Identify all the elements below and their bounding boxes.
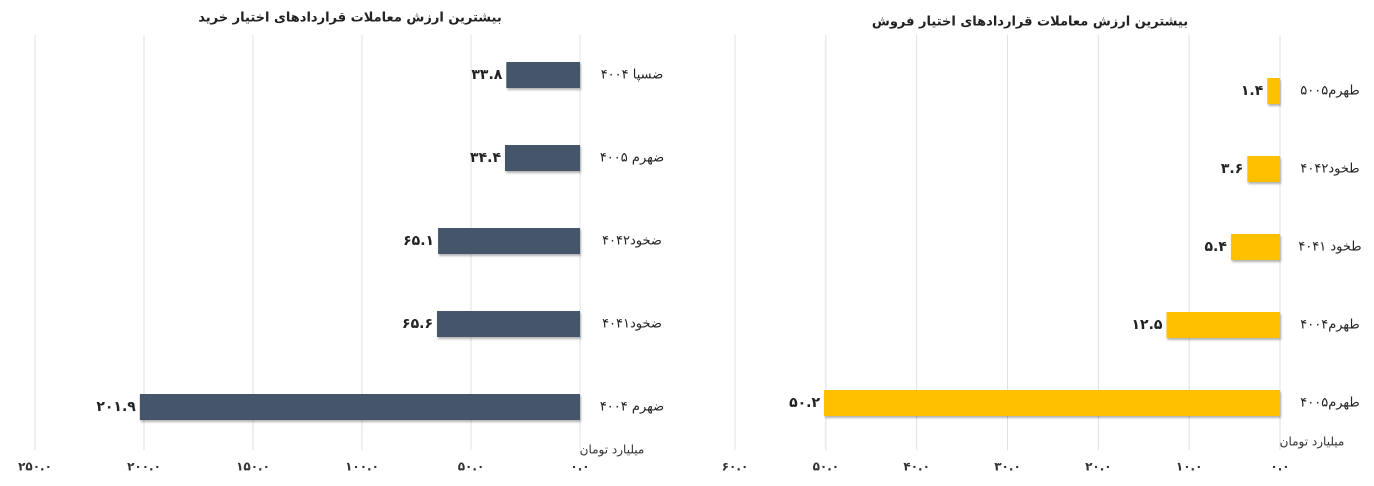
- x-tick-label: ۵۰.۰: [458, 460, 485, 474]
- x-tick-label: ۵۰.۰: [813, 460, 840, 474]
- category-label: ضخود۴۰۴۱: [602, 317, 662, 332]
- category-label: طخود ۴۰۴۱: [1298, 240, 1361, 255]
- category-label: طهرم۴۰۰۴: [1300, 318, 1360, 333]
- value-label: ۶۵.۶: [402, 316, 433, 332]
- bar: [1247, 156, 1280, 182]
- bar: [1230, 234, 1280, 260]
- x-tick-label: ۱۵۰.۰: [236, 460, 270, 474]
- chart-title: بیشترین ارزش معاملات قراردادهای اختیار ف…: [872, 15, 1188, 30]
- chart-title: بیشترین ارزش معاملات قراردادهای اختیار خ…: [198, 11, 501, 26]
- value-label: ۶۵.۱: [403, 233, 434, 249]
- bar: [824, 390, 1280, 416]
- value-label: ۵.۴: [1205, 239, 1228, 255]
- bar: [1166, 312, 1280, 338]
- x-tick-label: ۳۰.۰: [994, 460, 1021, 474]
- x-tick-label: ۰.۰: [1270, 460, 1289, 474]
- x-tick-label: ۶۰.۰: [722, 460, 749, 474]
- x-axis-label: میلیارد تومان: [580, 443, 645, 458]
- value-label: ۱.۴: [1241, 83, 1264, 99]
- value-label: ۱۲.۵: [1132, 317, 1163, 333]
- x-tick-label: ۲۰.۰: [1085, 460, 1112, 474]
- value-label: ۲۰۱.۹: [96, 399, 136, 415]
- bar: [1267, 78, 1280, 104]
- value-label: ۳.۶: [1221, 161, 1243, 177]
- category-label: ضسپا ۴۰۰۴: [601, 68, 664, 83]
- value-label: ۵۰.۲: [789, 395, 820, 411]
- bar: [436, 311, 580, 337]
- x-tick-label: ۰.۰: [570, 460, 589, 474]
- category-label: طخود۴۰۴۲: [1300, 162, 1359, 177]
- value-label: ۳۳.۸: [471, 67, 502, 83]
- x-tick-label: ۱۰۰.۰: [345, 460, 379, 474]
- category-label: ضهرم ۴۰۰۵: [600, 151, 664, 166]
- bar: [506, 62, 580, 88]
- bar: [505, 145, 580, 171]
- bar: [438, 228, 580, 254]
- category-label: طهرم۴۰۰۵: [1300, 396, 1360, 411]
- value-label: ۳۴.۴: [470, 150, 501, 166]
- x-tick-label: ۲۵۰.۰: [18, 460, 52, 474]
- x-axis-label: میلیارد تومان: [1280, 435, 1345, 450]
- x-tick-label: ۴۰.۰: [903, 460, 930, 474]
- category-label: ضخود۴۰۴۲: [602, 234, 662, 249]
- x-tick-label: ۱۰.۰: [1176, 460, 1203, 474]
- bar: [139, 394, 580, 420]
- x-tick-label: ۲۰۰.۰: [127, 460, 161, 474]
- category-label: ضهرم ۴۰۰۴: [600, 400, 664, 415]
- category-label: طهرم۵۰۰۵: [1300, 84, 1360, 99]
